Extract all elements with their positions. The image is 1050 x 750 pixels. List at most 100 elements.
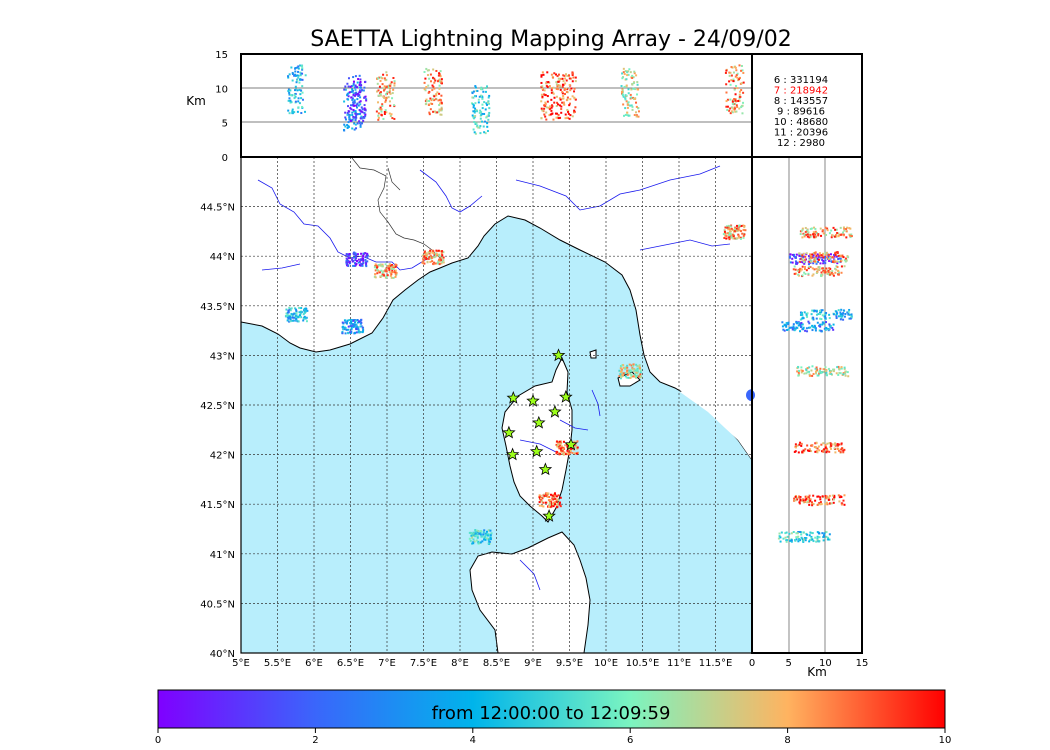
figure-title: SAETTA Lightning Mapping Array - 24/09/0… [310,27,791,52]
top-altitude-ticks: 0 5 10 15 [215,50,228,164]
altitude-latitude-panel: Km 0 5 10 15 [749,156,869,679]
station-star-icon [526,393,540,407]
longitude-tick-label: 10.5°E [626,658,660,669]
top-source-cluster [556,71,577,120]
station-star-icon [502,425,516,439]
latitude-tick-label: 42°N [210,451,235,462]
map-source-cluster [746,389,752,402]
side-source-cluster [781,320,835,333]
side-altitude-tick: 0 [749,658,755,669]
map-source-cluster [284,306,309,323]
station-star-icon [542,509,556,522]
top-source-cluster [540,71,560,121]
map-lightning-sources [284,224,752,545]
station-star-icon [559,390,573,403]
station-star-icon [551,348,566,362]
top-altitude-tick: 10 [215,84,228,95]
longitude-tick-label: 10°E [594,658,618,669]
station-star-icon [538,462,553,476]
time-colorbar: from 12:00:00 to 12:09:59 0 2 4 6 8 10 [155,689,952,746]
colorbar-label: from 12:00:00 to 12:09:59 [432,703,671,724]
side-lightning-sources [752,226,853,543]
station-star-icon [505,447,520,461]
side-source-cluster [793,441,846,454]
corsica-island [501,356,573,523]
station-count-entry: 10 : 48680 [774,117,828,128]
map-source-cluster [345,251,369,268]
colorbar-tick-label: 2 [312,735,318,746]
side-altitude-tick: 15 [856,658,869,669]
station-star-icon [564,437,578,451]
top-lightning-sources [287,64,745,135]
colorbar-tick-label: 0 [155,735,161,746]
top-source-cluster [620,67,640,118]
longitude-tick-label: 7°E [378,658,396,669]
side-source-cluster [792,265,846,278]
top-source-cluster [347,74,368,125]
top-altitude-tick: 15 [215,50,228,61]
mainland-italy [680,386,752,460]
map-source-cluster [722,224,747,241]
latitude-tick-label: 43.5°N [200,302,235,313]
side-source-cluster [793,494,846,507]
map-source-cluster [538,492,562,509]
lma-stations [502,348,578,522]
latitude-tick-label: 44.5°N [200,203,235,214]
coastline [241,215,752,461]
longitude-tick-label: 6.5°E [337,658,364,669]
side-altitude-tick: 5 [785,658,791,669]
latitude-tick-label: 42.5°N [200,401,235,412]
top-source-cluster [724,64,745,115]
longitude-tick-label: 7.5°E [410,658,437,669]
station-count-entry: 7 : 218942 [774,86,828,97]
station-star-icon [529,444,544,458]
map-panel: 5°E 5.5°E 6°E 6.5°E 7°E 7.5°E 8°E 8.5°E 9°E 9.5°E… [200,156,753,669]
longitude-tick-label: 11°E [667,658,691,669]
longitude-tick-label: 9.5°E [556,658,583,669]
top-source-cluster [287,64,307,115]
borders [351,157,441,259]
top-altitude-tick: 0 [222,153,228,164]
rivers [257,165,731,591]
colorbar-tick-label: 6 [627,735,633,746]
longitude-tick-label: 5.5°E [264,658,291,669]
latitude-tick-label: 44°N [210,252,235,263]
map-source-cluster [468,529,493,545]
latitude-tick-label: 41°N [210,550,235,561]
station-count-entry: 9 : 89616 [777,107,825,118]
latitude-tick-label: 40.5°N [200,599,235,610]
side-source-cluster [798,251,850,264]
station-star-icon [548,404,562,418]
station-count-entry: 11 : 20396 [774,128,828,139]
latitude-ticks: 40°N 40.5°N 41°N 41.5°N 42°N 42.5°N 43°N 43.5°N… [200,203,235,660]
map-source-cluster [618,363,643,380]
colorbar-tick-label: 8 [784,735,790,746]
side-altitude-label: Km [807,665,827,679]
map-source-cluster [341,318,365,335]
longitude-tick-label: 6°E [305,658,323,669]
capraia-island [589,349,597,359]
top-altitude-label: Km [186,94,206,108]
altitude-longitude-panel: Km 0 5 10 15 [186,50,753,164]
colorbar-tick-label: 10 [939,735,952,746]
station-count-entry: 8 : 143557 [774,96,828,107]
colorbar-tick-label: 4 [470,735,476,746]
side-source-cluster [799,308,853,321]
side-altitude-tick: 10 [819,658,832,669]
station-star-icon [532,415,546,429]
latitude-tick-label: 40°N [210,649,235,660]
station-count-entry: 6 : 331194 [774,75,828,86]
longitude-ticks: 5°E 5.5°E 6°E 6.5°E 7°E 7.5°E 8°E 8.5°E 9°E 9.5°E… [232,658,732,669]
map-source-cluster [373,263,398,279]
top-altitude-tick: 5 [222,119,228,130]
map-source-cluster [421,249,445,266]
top-source-cluster [423,67,443,116]
side-source-cluster [799,226,853,239]
station-star-icon [506,390,521,404]
top-source-cluster [470,85,491,135]
latitude-tick-label: 43°N [210,351,235,362]
side-altitude-ticks: 0 5 10 15 [749,658,869,669]
latitude-tick-label: 41.5°N [200,500,235,511]
